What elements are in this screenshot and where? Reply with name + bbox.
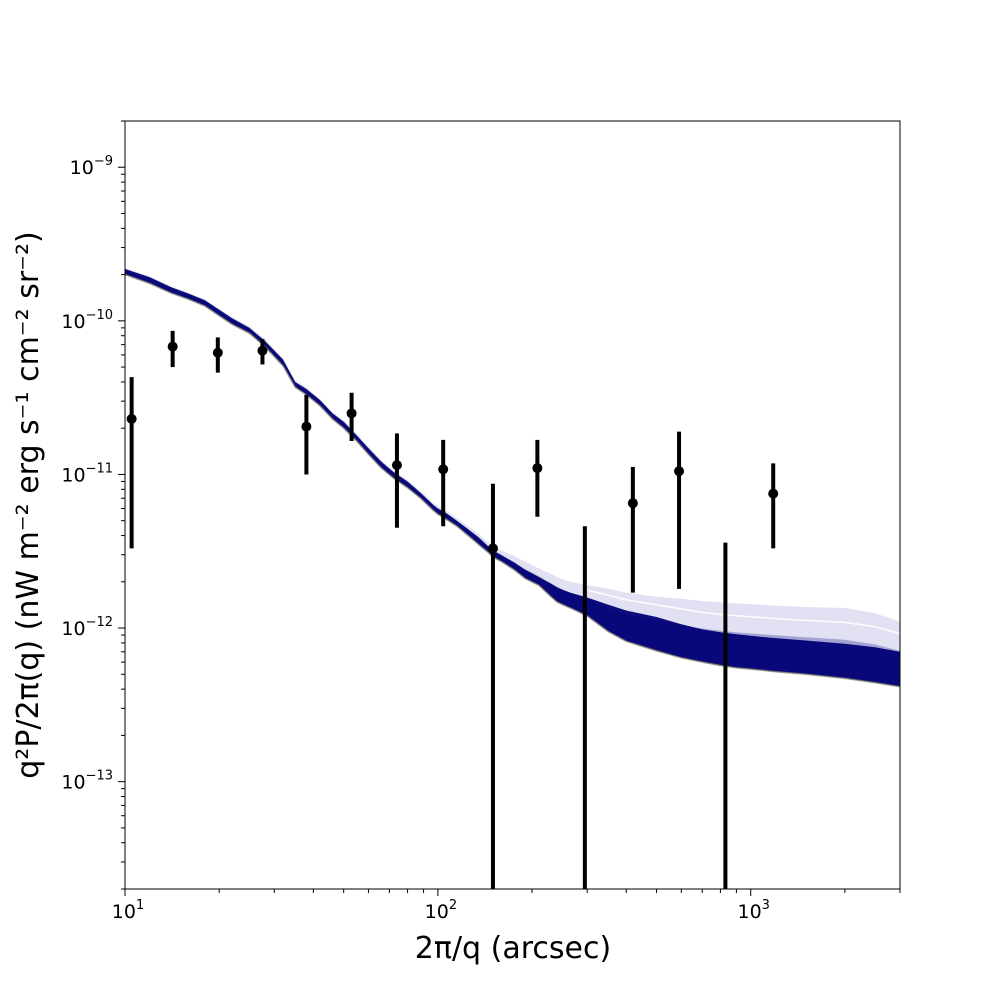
y-tick-label-exponent: −13: [86, 769, 113, 784]
x-axis-label: 2π/q (arcsec): [415, 931, 611, 966]
data-point: [212, 347, 223, 358]
model-band-layer: [124, 268, 901, 688]
x-tick-label-exponent: 2: [449, 898, 457, 913]
y-tick-label: 10−11: [61, 461, 113, 486]
model-band-core: [125, 268, 900, 687]
data-point: [346, 408, 357, 419]
y-tick-label-base: 10: [61, 464, 85, 486]
y-tick-label-exponent: −11: [86, 461, 113, 476]
data-point: [532, 463, 543, 474]
model-band-faint: [125, 268, 900, 687]
x-tick-label-base: 10: [737, 901, 761, 923]
y-tick-label-exponent: −12: [86, 615, 113, 630]
y-tick-label-base: 10: [61, 618, 85, 640]
data-point: [126, 413, 137, 424]
data-point: [438, 464, 449, 475]
data-point: [768, 488, 779, 499]
model-band-lower-edge: [124, 273, 901, 688]
x-tick-label: 101: [112, 898, 144, 923]
y-tick-label-base: 10: [61, 772, 85, 794]
data-point: [257, 345, 268, 356]
y-axis-label: q²P/2π(q) (nW m⁻² erg s⁻¹ cm⁻² sr⁻²): [11, 231, 46, 778]
y-tick-label: 10−9: [70, 154, 113, 179]
plot-frame: [124, 120, 901, 890]
model-band-highlight-line: [586, 589, 901, 635]
data-point: [301, 421, 312, 432]
data-point: [391, 460, 402, 471]
y-tick-label: 10−10: [61, 308, 113, 333]
data-point: [674, 466, 685, 477]
data-point: [167, 341, 178, 352]
x-tick-label-base: 10: [112, 901, 136, 923]
x-tick-label-base: 10: [425, 901, 449, 923]
y-tick-label-exponent: −10: [86, 308, 113, 323]
x-tick-label-exponent: 1: [136, 898, 144, 913]
data-point: [627, 498, 638, 509]
x-tick-label: 103: [737, 898, 769, 923]
y-tick-label-base: 10: [61, 311, 85, 333]
y-tick-label-base: 10: [70, 157, 94, 179]
x-tick-label-exponent: 3: [762, 898, 770, 913]
data-points-layer: [126, 330, 779, 889]
x-tick-label: 102: [425, 898, 457, 923]
y-tick-label: 10−13: [61, 769, 113, 794]
data-point: [487, 543, 498, 554]
y-tick-label: 10−12: [61, 615, 113, 640]
y-tick-label-exponent: −9: [94, 154, 113, 169]
